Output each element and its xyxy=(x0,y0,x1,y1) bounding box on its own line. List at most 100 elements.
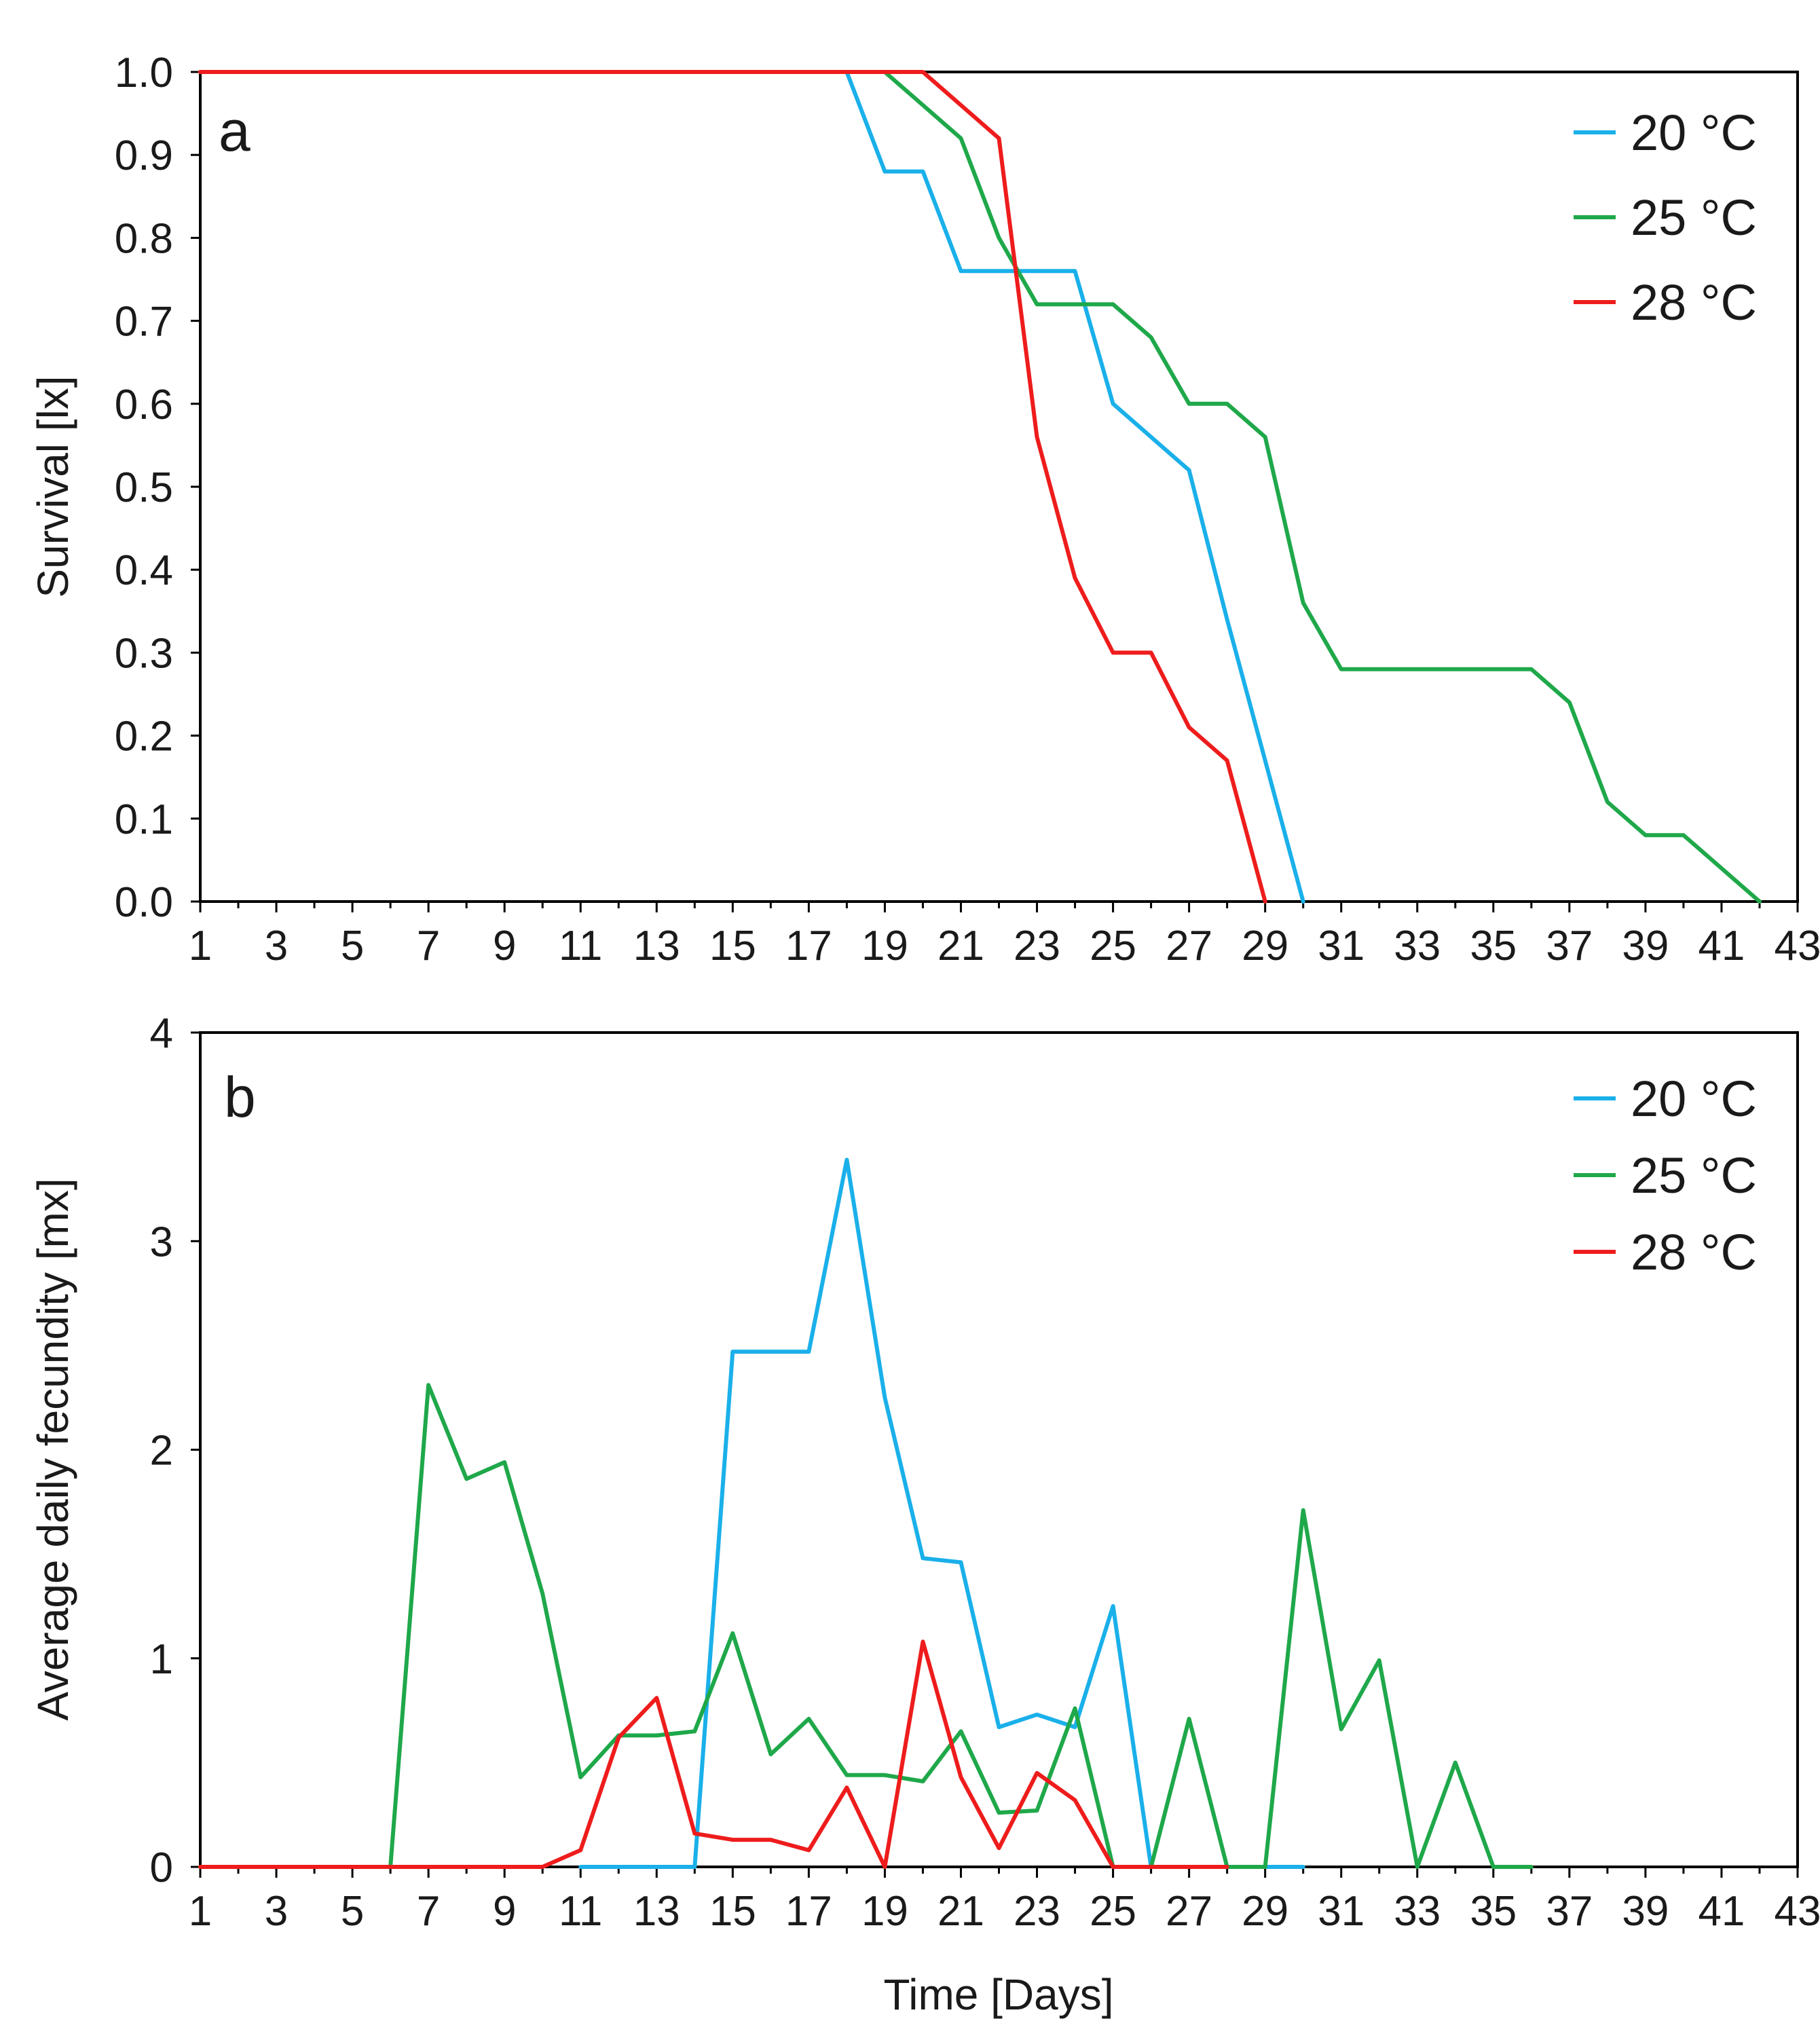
x-tick-label: 15 xyxy=(709,923,756,969)
data-point xyxy=(238,1867,239,1868)
y-tick-label: 0.2 xyxy=(115,713,173,760)
data-point xyxy=(390,1867,391,1868)
x-tick-label: 13 xyxy=(633,923,680,969)
x-tick-label: 5 xyxy=(341,923,364,969)
data-point xyxy=(1683,835,1684,836)
y-axis-title-a: Survival [lx] xyxy=(29,375,77,597)
x-tick-label: 43 xyxy=(1775,923,1820,969)
series-line-20c xyxy=(198,70,1305,904)
data-point xyxy=(352,1867,353,1868)
y-tick-label: 2 xyxy=(150,1428,173,1475)
y-tick-label: 0.8 xyxy=(115,215,173,262)
data-point xyxy=(580,1867,581,1868)
data-point xyxy=(656,1735,657,1736)
data-point xyxy=(580,1850,581,1851)
ticks-b: 1 3 5 7 9 11 13 15 17 19 21 23 25 27 29 31 33 35 37 39 41 430… xyxy=(150,1010,1820,1935)
x-axis-title-b: Time [Days] xyxy=(884,1970,1114,2019)
y-axis-title-b: Average daily fecundity [mx] xyxy=(29,1178,77,1720)
data-point xyxy=(200,72,201,73)
y-tick-label: 0.3 xyxy=(115,630,173,677)
y-tick-label: 4 xyxy=(150,1010,173,1057)
y-tick-label: 0.5 xyxy=(115,464,173,511)
x-tick-label: 41 xyxy=(1698,1888,1745,1935)
chart-panel-a: Survival [lx] a 1 3 5 7 9 11 13 15 17 19 21 23 25 27 2… xyxy=(29,50,1820,969)
x-tick-label: 33 xyxy=(1394,1888,1441,1935)
series-line-28c xyxy=(198,70,1267,904)
x-tick-label: 31 xyxy=(1318,1888,1364,1935)
data-point xyxy=(466,1867,467,1868)
x-tick-label: 7 xyxy=(417,1888,440,1935)
y-tick-label: 0.7 xyxy=(115,299,173,346)
x-tick-label: 1 xyxy=(189,923,212,969)
x-tick-label: 35 xyxy=(1470,1888,1517,1935)
x-tick-label: 25 xyxy=(1090,1888,1136,1935)
y-tick-label: 0.0 xyxy=(115,879,173,926)
x-tick-label: 37 xyxy=(1546,1888,1593,1935)
legend-label: 25 °C xyxy=(1631,1147,1757,1204)
x-tick-label: 29 xyxy=(1242,923,1288,969)
x-tick-label: 25 xyxy=(1090,923,1136,969)
series-line-25c xyxy=(198,70,1762,904)
y-tick-label: 3 xyxy=(150,1219,173,1265)
x-tick-label: 41 xyxy=(1698,923,1745,969)
legend-b: 20 °C 25 °C 28 °C xyxy=(1574,1071,1757,1280)
x-tick-label: 15 xyxy=(709,1888,756,1935)
x-tick-label: 17 xyxy=(785,923,832,969)
legend-label: 28 °C xyxy=(1631,274,1757,331)
data-point xyxy=(314,1867,315,1868)
data-point xyxy=(694,1731,695,1732)
data-point xyxy=(694,1867,695,1868)
y-tick-label: 0.6 xyxy=(115,382,173,428)
x-tick-label: 9 xyxy=(493,1888,516,1935)
data-point xyxy=(1569,702,1570,703)
data-point xyxy=(428,1867,429,1868)
y-tick-label: 0.1 xyxy=(115,796,173,843)
chart-panel-b: Average daily fecundity [mx] Time [Days]… xyxy=(29,1010,1820,2019)
data-point xyxy=(1645,835,1646,836)
x-tick-label: 43 xyxy=(1775,1888,1820,1935)
x-tick-label: 19 xyxy=(861,1888,908,1935)
x-tick-label: 23 xyxy=(1014,1888,1060,1935)
panel-label-b: b xyxy=(224,1065,256,1129)
legend-label: 28 °C xyxy=(1631,1224,1757,1280)
panel-label-a: a xyxy=(219,99,250,163)
x-tick-label: 17 xyxy=(785,1888,832,1935)
y-tick-label: 1.0 xyxy=(115,50,173,96)
data-point xyxy=(656,1698,657,1699)
series-line-28c xyxy=(198,1639,1229,1869)
data-point xyxy=(618,1737,619,1738)
data-point xyxy=(618,1867,619,1868)
x-tick-label: 5 xyxy=(341,1888,364,1935)
ticks-a: 1 3 5 7 9 11 13 15 17 19 21 23 25 27 29 31 33 35 37 39 41 430… xyxy=(115,50,1820,969)
data-point xyxy=(694,1833,695,1834)
legend-a: 20 °C 25 °C 28 °C xyxy=(1574,105,1757,331)
x-tick-label: 39 xyxy=(1622,1888,1669,1935)
data-point xyxy=(542,1867,543,1868)
series-a xyxy=(198,70,1762,904)
x-tick-label: 29 xyxy=(1242,1888,1288,1935)
x-tick-label: 7 xyxy=(417,923,440,969)
x-tick-label: 3 xyxy=(265,1888,288,1935)
y-tick-label: 1 xyxy=(150,1636,173,1683)
legend-label: 20 °C xyxy=(1631,1071,1757,1127)
data-point xyxy=(428,1385,429,1386)
data-point xyxy=(200,1867,201,1868)
x-tick-label: 21 xyxy=(937,923,984,969)
x-tick-label: 11 xyxy=(559,1888,602,1935)
data-point xyxy=(1721,868,1722,869)
x-tick-label: 23 xyxy=(1014,923,1060,969)
data-point xyxy=(504,1867,505,1868)
x-tick-label: 3 xyxy=(265,923,288,969)
legend-label: 25 °C xyxy=(1631,189,1757,246)
x-tick-label: 9 xyxy=(493,923,516,969)
x-tick-label: 1 xyxy=(189,1888,212,1935)
x-tick-label: 21 xyxy=(937,1888,984,1935)
x-tick-label: 19 xyxy=(861,923,908,969)
x-tick-label: 31 xyxy=(1318,923,1364,969)
legend-label: 20 °C xyxy=(1631,105,1757,161)
data-point xyxy=(770,1754,771,1755)
y-tick-label: 0.4 xyxy=(115,547,173,594)
series-b xyxy=(198,1157,1534,1869)
x-tick-label: 13 xyxy=(633,1888,680,1935)
